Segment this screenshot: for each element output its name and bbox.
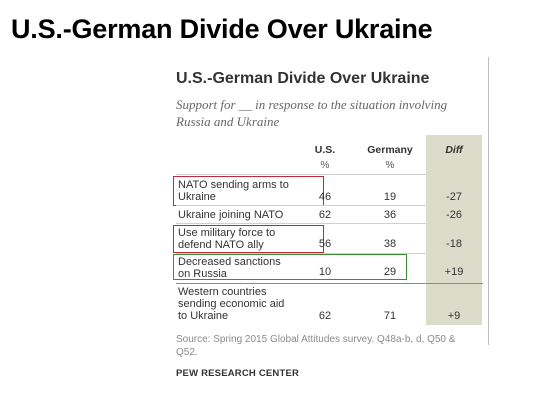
column-unit-us: % bbox=[320, 160, 330, 171]
cell-us: 62 bbox=[318, 209, 332, 221]
cell-germany: 19 bbox=[383, 191, 397, 203]
column-unit-germany: % bbox=[385, 160, 395, 171]
row-divider bbox=[176, 223, 426, 224]
row-label: NATO sending arms to Ukraine bbox=[178, 179, 318, 203]
column-header-germany: Germany bbox=[367, 144, 413, 156]
cell-diff: +19 bbox=[444, 266, 464, 278]
row-label-line: Use military force to bbox=[178, 227, 276, 239]
cell-germany: 38 bbox=[383, 238, 397, 250]
cell-us: 62 bbox=[318, 310, 332, 322]
row-label: Decreased sanctions on Russia bbox=[178, 256, 318, 280]
highlight-box-green bbox=[173, 254, 407, 280]
cell-diff: -27 bbox=[446, 191, 462, 203]
row-label-line: Ukraine joining NATO bbox=[178, 209, 284, 221]
row-label-line: defend NATO ally bbox=[178, 239, 264, 251]
slide-title: U.S.-German Divide Over Ukraine bbox=[11, 14, 433, 44]
row-label: Ukraine joining NATO bbox=[178, 209, 318, 221]
row-label-line: Ukraine bbox=[178, 191, 216, 203]
row-divider bbox=[176, 174, 426, 175]
cell-us: 10 bbox=[318, 266, 332, 278]
column-header-us: U.S. bbox=[314, 144, 336, 156]
row-label-line: on Russia bbox=[178, 268, 227, 280]
row-label-line: Western countries bbox=[178, 286, 267, 298]
highlight-box-red bbox=[173, 225, 324, 253]
row-label: Western countries sending economic aid t… bbox=[178, 286, 318, 322]
column-header-diff: Diff bbox=[445, 144, 463, 156]
diff-column-background bbox=[426, 135, 482, 325]
row-divider bbox=[176, 283, 483, 284]
row-label-line: NATO sending arms to bbox=[178, 179, 289, 191]
frame-divider bbox=[488, 57, 489, 345]
row-divider bbox=[176, 253, 426, 254]
row-divider bbox=[176, 205, 426, 206]
cell-germany: 29 bbox=[383, 266, 397, 278]
chart-title: U.S.-German Divide Over Ukraine bbox=[176, 70, 430, 87]
chart-subtitle: Support for __ in response to the situat… bbox=[176, 97, 448, 129]
source-line: Source: Spring 2015 Global Attitudes sur… bbox=[176, 334, 456, 345]
source-note: Source: Spring 2015 Global Attitudes sur… bbox=[176, 333, 456, 359]
source-line: Q52. bbox=[176, 347, 198, 358]
row-label-line: Decreased sanctions bbox=[178, 256, 281, 268]
cell-us: 56 bbox=[318, 238, 332, 250]
row-label-line: to Ukraine bbox=[178, 310, 229, 322]
cell-germany: 71 bbox=[383, 310, 397, 322]
organization-credit: PEW RESEARCH CENTER bbox=[176, 368, 300, 379]
cell-diff: +9 bbox=[447, 310, 461, 322]
cell-us: 46 bbox=[318, 191, 332, 203]
row-label-line: sending economic aid bbox=[178, 298, 285, 310]
cell-diff: -18 bbox=[446, 238, 462, 250]
cell-germany: 36 bbox=[383, 209, 397, 221]
row-label: Use military force to defend NATO ally bbox=[178, 227, 318, 251]
cell-diff: -26 bbox=[446, 209, 462, 221]
